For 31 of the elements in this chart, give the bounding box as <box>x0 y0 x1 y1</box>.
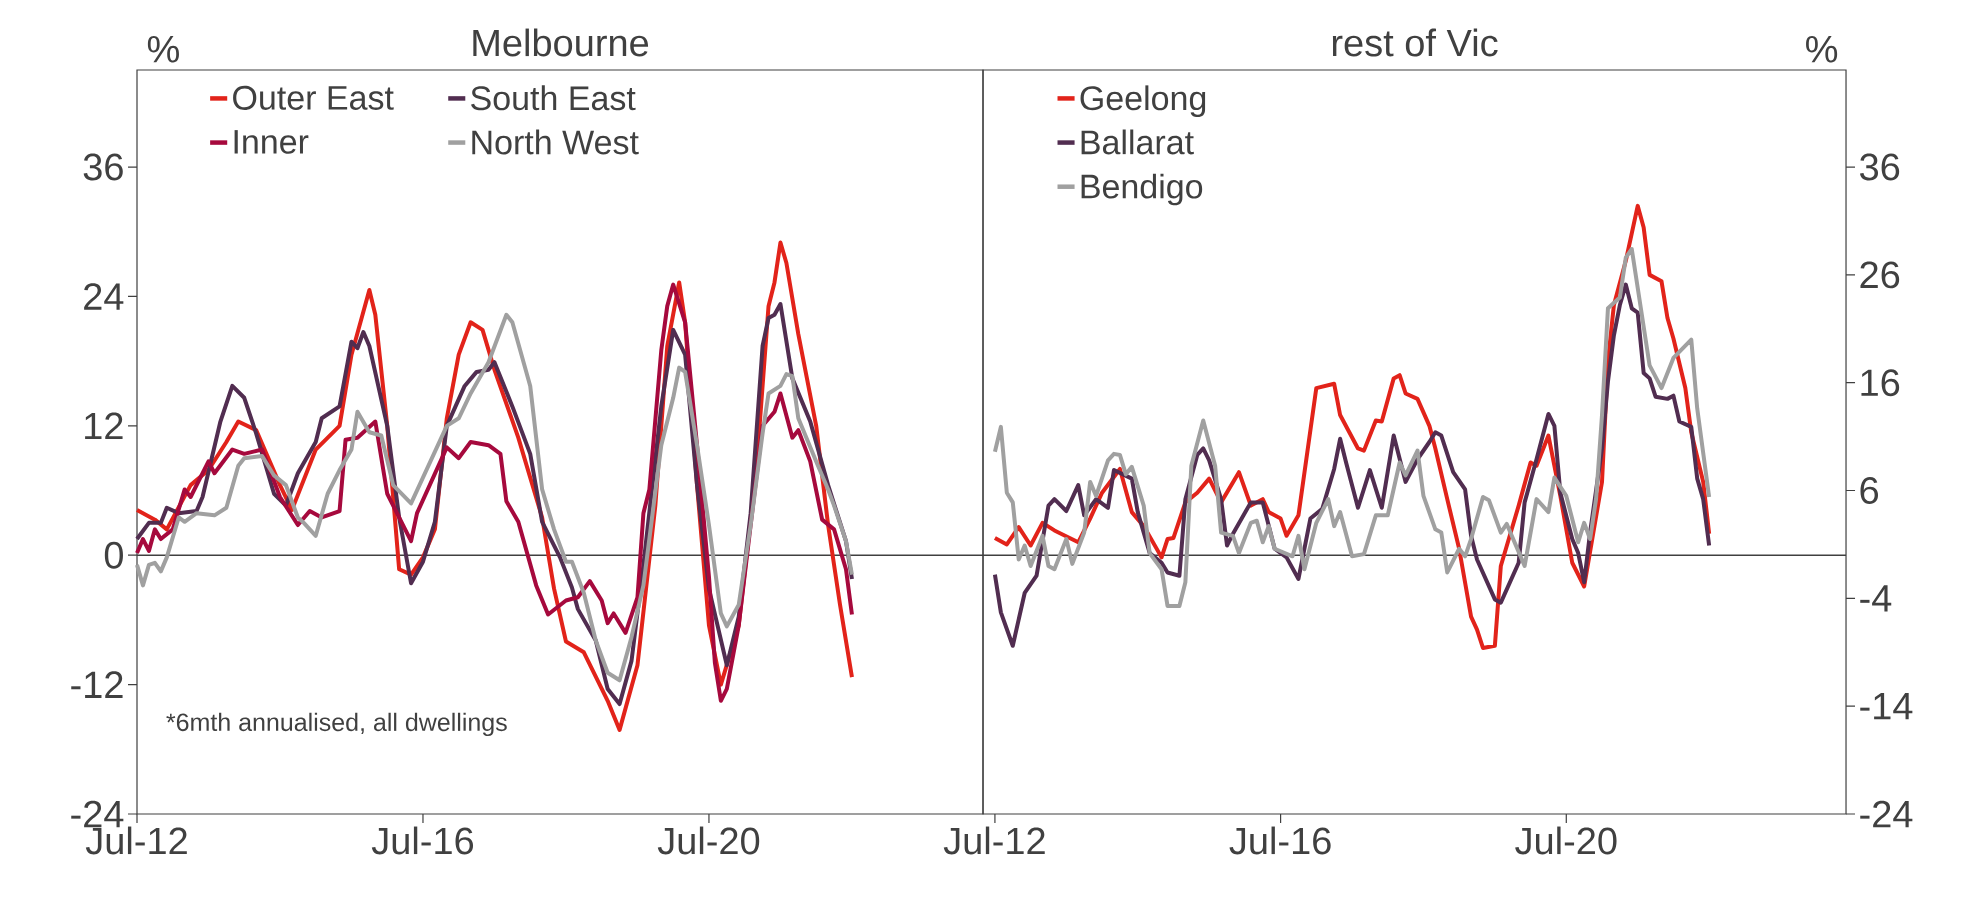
y-tick-label: 36 <box>83 153 123 181</box>
y2-tick-label: 26 <box>1860 261 1900 289</box>
y2-tick-label: 16 <box>1861 369 1900 397</box>
y-tick-label: 24 <box>84 283 124 310</box>
legend-label: South East <box>471 85 636 111</box>
y2-tick-label: 6 <box>1860 477 1879 504</box>
legend-label: Ballarat <box>1081 129 1194 155</box>
x-tick-label: Jul-20 <box>1515 826 1617 855</box>
y2-tick-label: -14 <box>1860 693 1913 720</box>
y2-tick-label: -4 <box>1860 585 1892 612</box>
y-tick-label: -12 <box>71 671 123 698</box>
x-tick-label: Jul-16 <box>1229 826 1331 855</box>
x-tick-label: Jul-16 <box>371 826 474 855</box>
legend-label: Inner <box>234 130 309 154</box>
x-tick-label: Jul-20 <box>657 826 760 855</box>
x-tick-label: Jul-12 <box>85 826 187 855</box>
y-tick-label: 0 <box>104 541 123 569</box>
legend-label: Geelong <box>1080 85 1206 118</box>
x-tick-label: Jul-12 <box>943 826 1045 855</box>
annotation: *6mth annualised, all dwellings <box>166 712 507 737</box>
y-tick-label: 12 <box>85 412 123 440</box>
y2-tick-label: -24 <box>1860 800 1913 828</box>
y-tick-label: -24 <box>71 800 124 828</box>
legend-label: Bendigo <box>1081 173 1203 206</box>
y-axis-title: % <box>147 35 179 63</box>
legend-label: North West <box>472 129 639 155</box>
legend-label: Outer East <box>233 85 394 110</box>
y2-tick-label: 36 <box>1860 153 1900 181</box>
chart-title: Melbourne <box>473 28 649 57</box>
chart-title: rest of Vic <box>1332 28 1498 57</box>
y2-axis-title: % <box>1806 35 1838 63</box>
